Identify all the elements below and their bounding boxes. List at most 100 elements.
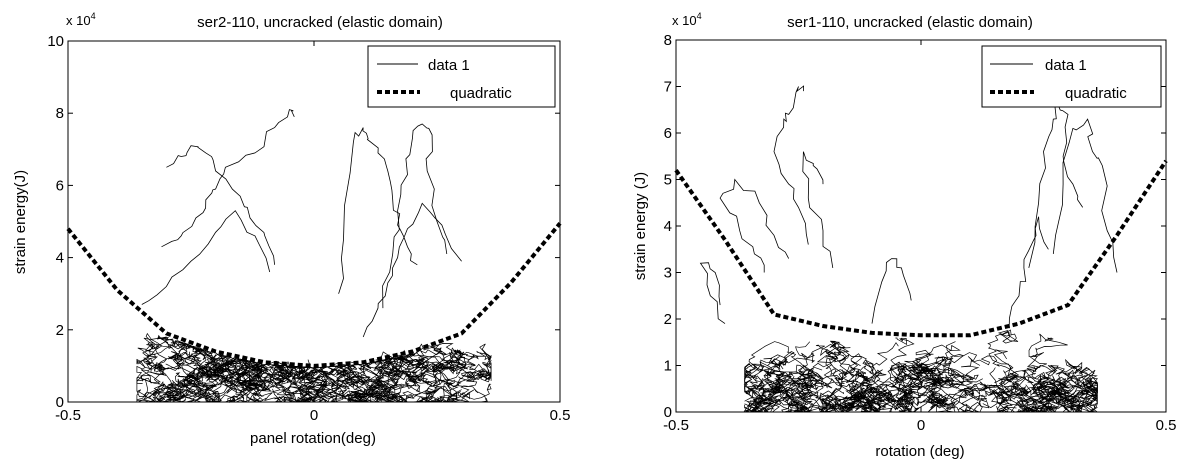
chart2-y-exponent-power: 4 [697,11,702,21]
chart2-data1-walk [924,373,955,407]
chart1-data1-walk [226,360,298,389]
chart2-y-tick-label: 1 [664,358,672,375]
chart1-legend-label-quadratic: quadratic [450,85,512,102]
chart2-data1-walk [938,387,975,413]
chart1-y-tick-label: 10 [47,33,64,50]
chart2-data1-walk [1004,366,1047,396]
chart1-data1-trace-5 [362,202,462,338]
chart1-quadratic-line [66,222,562,368]
chart1-data1-walk [212,368,249,401]
chart2-y-tick-label: 8 [664,32,672,49]
chart2-data1-trace-2 [802,151,834,268]
chart1-data1-walk [169,340,241,377]
chart2-marks [674,85,1168,413]
chart1-legend-box [367,45,556,108]
chart2-data1-walk [981,366,1065,402]
chart1-x-axis-label: panel rotation(deg) [250,430,376,447]
chart2-y-tick-label: 0 [664,404,672,421]
chart2-data1-trace-6 [1008,216,1049,329]
chart2-data1-walk [781,382,813,413]
chart2-y-tick-label: 7 [664,79,672,96]
chart2-legend: data 1 quadratic [981,45,1162,108]
chart2-data1-walk [774,369,818,413]
chart1-marks [66,109,562,403]
chart2-data1-walk [897,370,934,407]
chart2-data1-walk [1044,374,1098,411]
chart1-data1-walk [349,357,410,398]
chart2-y-axis-label: strain energy (J) [632,172,649,280]
chart1-data1-walk [235,369,309,403]
chart2-data1-walk [998,378,1037,413]
chart2-data1-trace-4 [1052,118,1118,273]
chart1-data1-walk [190,382,258,403]
chart1-x-tick-label: 0.5 [550,407,571,424]
chart1-legend-label-data1: data 1 [428,57,470,74]
chart2-data1-walk [993,349,1032,404]
chart1-data1-walk [183,351,227,391]
chart1-y-tick-label: 6 [56,177,64,194]
chart1-y-tick-label: 0 [56,394,64,411]
chart1-data1-walk [368,360,399,391]
chart2-y-tick-label: 6 [664,125,672,142]
chart2-data1-walk [797,364,843,392]
chart2-quadratic-line [674,159,1168,338]
chart1-y-exponent-power: 4 [91,11,96,21]
chart2-data1-walk [998,384,1056,413]
chart2-legend-box [981,45,1162,108]
chart2-data1-walk [763,367,814,408]
chart1-data1-walk [145,332,212,376]
chart1-data1-walk [276,379,345,399]
chart2-y-tick-label: 4 [664,218,672,235]
chart1-data1-walk [384,354,433,391]
chart2-data1-walk [743,354,787,385]
chart1-y-tick-label: 4 [56,250,64,267]
chart1-y-exponent-base: x 10 [66,13,91,28]
chart2-title: ser1-110, uncracked (elastic domain) [787,14,1033,31]
chart2-data1-walk [890,337,920,382]
chart2-data1-trace-1 [773,85,809,245]
chart1-data1-walk [442,379,488,403]
chart1-data1-walk [136,381,203,403]
chart1-title: ser2-110, uncracked (elastic domain) [197,14,443,31]
chart2-data1-walk [969,381,1008,409]
chart1-data1-trace-1 [161,109,295,248]
chart2-data1-walk [774,377,817,413]
chart2-x-axis-label: rotation (deg) [875,443,964,460]
chart2-x-tick-label: 0.5 [1156,417,1177,434]
chart2-data1-walk [744,385,763,406]
chart2-y-exponent-base: x 10 [672,13,697,28]
chart2-data1-walk [911,344,961,387]
chart1-y-tick-label: 8 [56,105,64,122]
chart1-data1-walk [312,361,404,403]
chart1-data1-walk [275,365,310,387]
chart2-data1-walk [996,399,1058,413]
chart2-data1-walk [1032,375,1064,403]
chart2-data1-walk [743,390,780,413]
chart2-data1-walk [923,360,981,398]
chart1-y-axis-label: strain energy(J) [12,170,29,274]
chart2-legend-label-data1: data 1 [1045,57,1087,74]
chart2-data1-walk [895,364,940,410]
chart2-data1-walk [1032,376,1079,410]
chart2-data1-walk [980,329,1019,397]
chart2-data1-walk [998,374,1035,397]
chart2-data1-walk [773,377,825,407]
chart1-data1-trace-0 [166,145,275,265]
chart1-data1-walk [399,360,448,378]
chart1-y-exponent: x 104 [66,11,96,28]
chart2-data1-trace-7 [871,258,912,324]
chart1-data1-walk [212,357,257,375]
chart1-y-tick-label: 2 [56,322,64,339]
chart2-data1-trace-5 [699,262,726,324]
chart1-data1-walk [165,354,204,379]
chart2-data1-walk [748,341,833,393]
chart1-x-tick-label: 0 [310,407,318,424]
chart1-data1-walk [173,382,222,403]
chart2-data1-walk [858,369,888,399]
chart2-data1-walk [842,391,887,413]
